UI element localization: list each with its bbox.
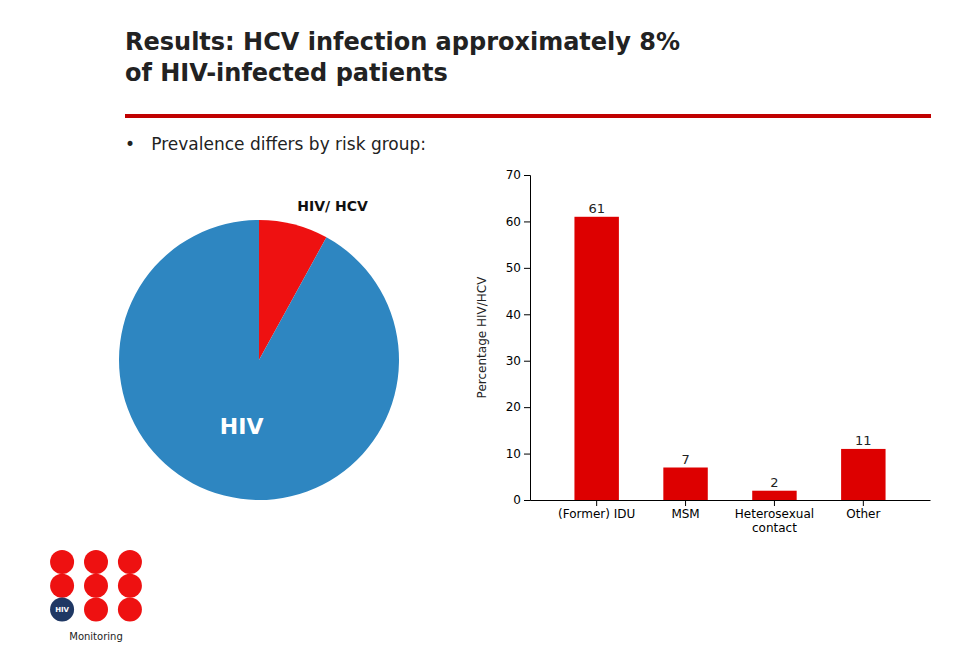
- logo-dot: [84, 574, 108, 598]
- y-tick-mark: [524, 500, 530, 501]
- logo-dot: [118, 598, 142, 622]
- x-tick-label-line: contact: [752, 521, 797, 535]
- logo-dot: [84, 550, 108, 574]
- chart-canvas: Results: HCV infection approximately 8% o…: [0, 0, 960, 656]
- logo-text: HIV: [55, 606, 69, 614]
- y-tick-mark: [524, 221, 530, 222]
- logo-text: Monitoring: [69, 631, 122, 642]
- data-label: 7: [681, 452, 689, 467]
- x-axis-line: [531, 500, 931, 501]
- logo-dot: [50, 598, 74, 622]
- y-tick-label: 70: [506, 168, 521, 182]
- y-tick-label: 40: [506, 308, 521, 322]
- y-tick-label: 10: [506, 447, 521, 461]
- bar: [841, 449, 885, 500]
- logo-dot: [118, 574, 142, 598]
- y-tick: 10: [506, 447, 530, 461]
- title-line: Results: HCV infection approximately 8%: [125, 28, 680, 56]
- x-tick-label: (Former) IDU: [558, 507, 635, 521]
- x-tick: (Former) IDU: [558, 500, 635, 521]
- y-tick-label: 50: [506, 261, 521, 275]
- bar: [663, 468, 707, 501]
- bar: [752, 491, 796, 500]
- x-tick-mark: [863, 500, 864, 506]
- y-tick: 30: [506, 354, 530, 368]
- data-label: 2: [770, 475, 778, 490]
- x-tick-label-line: Other: [846, 507, 880, 521]
- x-tick: Other: [846, 500, 880, 521]
- y-tick-label: 30: [506, 354, 521, 368]
- x-tick-label-line: Heterosexual: [735, 507, 814, 521]
- data-label: 61: [588, 201, 605, 216]
- x-tick-mark: [774, 500, 775, 506]
- y-tick-mark: [524, 175, 530, 176]
- y-tick: 20: [506, 400, 530, 414]
- pie-slice: [119, 220, 399, 500]
- logo-dot: [50, 574, 74, 598]
- y-tick-mark: [524, 361, 530, 362]
- x-tick-label: Other: [846, 507, 880, 521]
- x-tick: MSM: [671, 500, 699, 521]
- title-line: of HIV-infected patients: [125, 59, 448, 87]
- logo-dot: [84, 598, 108, 622]
- title: Results: HCV infection approximately 8% o…: [125, 28, 680, 87]
- subtitle: • Prevalence differs by risk group:: [125, 134, 426, 154]
- y-tick: 60: [506, 215, 530, 229]
- x-tick-mark: [685, 500, 686, 506]
- y-tick-mark: [524, 268, 530, 269]
- y-axis-line: [524, 176, 531, 501]
- x-tick-label-line: (Former) IDU: [558, 507, 635, 521]
- y-tick: 40: [506, 308, 530, 322]
- y-tick-label: 20: [506, 400, 521, 414]
- logo: HIV Monitoring: [50, 550, 142, 642]
- slice-label: HIV/ HCV: [297, 198, 368, 214]
- logo-dot: [118, 550, 142, 574]
- y-tick-mark: [524, 407, 530, 408]
- y-tick: 50: [506, 261, 530, 275]
- x-tick-label-line: MSM: [671, 507, 699, 521]
- x-tick-label: MSM: [671, 507, 699, 521]
- y-tick-mark: [524, 314, 530, 315]
- bar: [574, 217, 618, 500]
- y-axis: 0 10 20 30 40 50 60 70: [506, 168, 531, 507]
- logo-dot: [50, 550, 74, 574]
- y-tick: 0: [513, 493, 530, 507]
- y-tick-mark: [524, 454, 530, 455]
- y-axis-title: Percentage HIV/HCV: [475, 276, 489, 399]
- data-label: 11: [855, 433, 872, 448]
- title-rule: [125, 114, 931, 118]
- data-labels: 61 7 2 11: [588, 201, 871, 490]
- bars: [574, 217, 885, 500]
- pie: HIV HIV/ HCV: [119, 198, 399, 500]
- y-tick-label: 0: [513, 493, 521, 507]
- x-axis: (Former) IDU MSM Heterosexualcontact Other: [531, 500, 931, 535]
- x-tick-mark: [596, 500, 597, 506]
- x-tick-label: Heterosexualcontact: [735, 507, 814, 535]
- slice-label: HIV: [220, 414, 264, 439]
- y-tick-label: 60: [506, 215, 521, 229]
- y-tick: 70: [506, 168, 530, 182]
- x-tick: Heterosexualcontact: [735, 500, 814, 535]
